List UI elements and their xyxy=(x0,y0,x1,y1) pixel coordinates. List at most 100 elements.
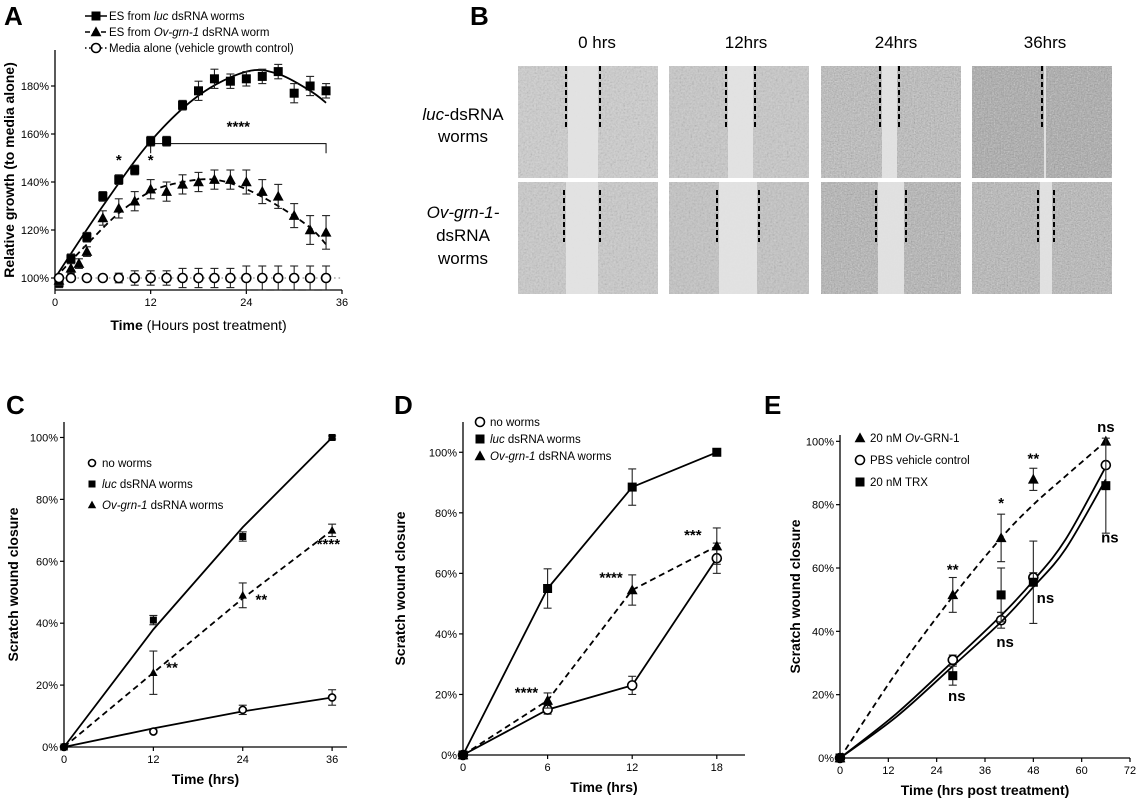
chart-a-series-1-point-12 xyxy=(224,173,236,184)
chart-e-legend-swatch-0 xyxy=(854,432,866,443)
micrograph-grid xyxy=(518,66,1112,294)
chart-a-series-2-point-2 xyxy=(81,272,93,284)
chart-e-y-tick-label-4: 80% xyxy=(812,500,834,512)
chart-c-series-2 xyxy=(59,523,337,751)
chart-d-series-0-point-2 xyxy=(626,680,638,691)
chart-c-series-2-point-0 xyxy=(59,742,69,751)
chart-e-series-0-point-3 xyxy=(1027,473,1039,484)
chart-a-series-0-point-11 xyxy=(225,76,235,86)
chart-a-series-1-point-1 xyxy=(65,262,77,273)
chart-c-series-1-point-2 xyxy=(239,533,247,541)
chart-a-series-0-point-1 xyxy=(66,254,76,264)
chart-a-series-2-point-13 xyxy=(256,272,268,284)
chart-c-legend-label-0-part-0: no worms xyxy=(102,458,152,470)
micro-row-label-ovgrn-3: worms xyxy=(437,249,488,268)
chart-e-series-2 xyxy=(835,437,1111,763)
chart-c-y-tick-label-0: 0% xyxy=(42,742,58,754)
chart-a-legend-label-2: Media alone (vehicle growth control) xyxy=(109,43,294,55)
chart-d-x-tick-label-3: 18 xyxy=(711,762,723,774)
chart-c-legend-label-0: no worms xyxy=(102,458,152,470)
chart-d-series-2 xyxy=(457,527,723,760)
chart-d-series-2-point-0 xyxy=(457,749,469,760)
chart-e-annotation-3: ns xyxy=(1097,419,1115,436)
chart-c-series-1-point-1 xyxy=(149,616,157,624)
panel-letter-d: D xyxy=(394,390,413,420)
chart-d-x-label: Time (hrs) xyxy=(570,779,637,795)
chart-a-annotation-0: * xyxy=(116,152,122,169)
chart-d-x-tick-label-1: 6 xyxy=(545,762,551,774)
chart-e-y-tick-label-1: 20% xyxy=(812,690,834,702)
chart-a-series-2-point-3 xyxy=(97,272,109,284)
chart-a-series-1-line xyxy=(54,178,327,279)
chart-a-series-1-point-13 xyxy=(240,176,252,187)
chart-d-series-2-point-1 xyxy=(542,694,553,705)
panel-letter-a: A xyxy=(4,1,23,31)
chart-a-series-0-point-5 xyxy=(130,165,140,175)
micro-col-label-2: 24hrs xyxy=(875,33,918,52)
chart-a-legend-item-2: Media alone (vehicle growth control) xyxy=(85,42,294,55)
chart-e-x-tick-label-2: 24 xyxy=(931,765,943,777)
chart-a-legend-label-1-part-0: ES from xyxy=(109,27,154,39)
chart-d-series-2-point-3 xyxy=(711,540,723,551)
chart-a-series-2-point-12 xyxy=(241,272,252,284)
chart-a-legend-item-1: ES from Ov-grn-1 dsRNA worm xyxy=(85,26,269,39)
chart-d-legend-label-1: luc dsRNA worms xyxy=(490,434,581,446)
chart-a-legend-label-0-part-0: ES from xyxy=(109,11,154,23)
chart-c-series-1 xyxy=(60,433,337,751)
chart-d-y-tick-label-3: 60% xyxy=(435,568,457,580)
chart-e-legend-item-1: PBS vehicle control xyxy=(854,454,970,467)
chart-a-series-2-point-15 xyxy=(288,272,300,284)
micro-row-label-ovgrn-2: dsRNA xyxy=(436,226,491,245)
chart-a-x-tick-label-0: 0 xyxy=(52,297,58,309)
chart-e-series-2-point-0 xyxy=(835,753,845,763)
chart-e-legend-label-2: 20 nM TRX xyxy=(870,477,928,489)
chart-a-legend-swatch-1 xyxy=(90,26,102,37)
chart-d-series-0-line xyxy=(462,557,718,756)
chart-e-y-tick-label-5: 100% xyxy=(806,436,834,448)
chart-d-series-0 xyxy=(457,542,723,761)
chart-e-annotation-2: ** xyxy=(1027,451,1039,468)
micro-col-label-0: 0 hrs xyxy=(578,33,616,52)
panel-letter-e: E xyxy=(764,390,781,420)
chart-d-series-2-line xyxy=(462,545,718,756)
chart-a-series-1-point-3 xyxy=(81,245,93,256)
chart-e-series-2-point-1 xyxy=(948,671,958,681)
chart-a-series-0-point-17 xyxy=(321,86,331,96)
chart-c-y-tick-label-2: 40% xyxy=(36,618,58,630)
chart-a-series-2-point-0 xyxy=(53,272,65,284)
chart-e-series-2-point-3 xyxy=(1028,577,1038,587)
chart-e-legend-label-2-part-0: 20 nM TRX xyxy=(870,477,928,489)
chart-e-series-1-point-1 xyxy=(947,654,959,666)
chart-c-annotation-1: ** xyxy=(256,592,268,609)
micrograph-r1-c2-wound-gap xyxy=(878,182,904,294)
chart-c-legend-swatch-1 xyxy=(88,480,96,488)
chart-a-series-1-point-18 xyxy=(320,226,332,237)
chart-a-y-tick-label-1: 120% xyxy=(21,225,49,237)
chart-a-annotation-2: **** xyxy=(227,119,251,136)
chart-c-y-tick-label-5: 100% xyxy=(30,432,58,444)
chart-e-series-2-line xyxy=(839,478,1107,759)
chart-e-x-label: Time (hrs post treatment) xyxy=(901,782,1070,798)
chart-a-series-1-point-16 xyxy=(288,209,300,220)
chart-a-series-2-point-14 xyxy=(272,272,284,284)
chart-a-bracket xyxy=(150,143,327,154)
chart-d-y-tick-label-4: 80% xyxy=(435,508,457,520)
chart-d-legend-item-0: no worms xyxy=(474,416,540,429)
chart-a-series-2-point-10 xyxy=(209,272,220,284)
chart-a-annotation-1: * xyxy=(148,152,154,169)
chart-e-legend-label-0-part-1: Ov xyxy=(905,433,921,445)
chart-d-legend-swatch-1 xyxy=(475,434,485,444)
chart-a-x-tick-label-1: 12 xyxy=(145,297,157,309)
chart-a-series-1 xyxy=(53,169,332,286)
chart-a-series-1-point-10 xyxy=(193,176,204,187)
chart-e-x-tick-label-5: 60 xyxy=(1076,765,1088,777)
chart-c-legend-label-2-part-0: Ov-grn-1 xyxy=(102,500,147,512)
micrograph-r0-c2 xyxy=(821,66,961,178)
chart-e-x-label-main: Time (hrs post treatment) xyxy=(901,782,1070,798)
chart-d-annotation-1: **** xyxy=(599,569,623,586)
chart-a-y-label: Relative growth (to media alone) xyxy=(1,62,17,277)
chart-e-legend-item-0: 20 nM Ov-GRN-1 xyxy=(854,432,960,445)
chart-a-x-label-suffix: (Hours post treatment) xyxy=(143,317,287,333)
chart-e-series-0-point-2 xyxy=(995,532,1007,543)
